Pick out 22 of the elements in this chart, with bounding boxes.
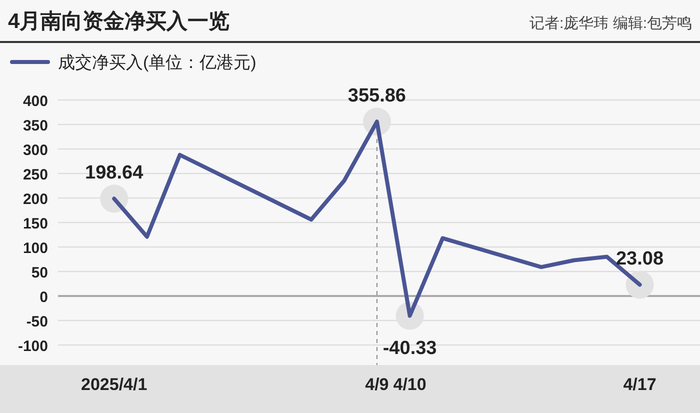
y-tick-label: 400 xyxy=(22,93,48,110)
y-tick-label: 50 xyxy=(31,264,48,282)
data-label: 23.08 xyxy=(616,248,664,270)
y-tick-label: 250 xyxy=(22,166,48,184)
data-label: -40.33 xyxy=(382,338,437,359)
data-label: 198.64 xyxy=(85,162,144,184)
y-tick-label: 100 xyxy=(22,240,48,257)
y-tick-label: 350 xyxy=(22,118,48,134)
y-tick-label: -50 xyxy=(26,314,48,330)
y-tick-label: 0 xyxy=(40,289,48,306)
x-tick-label: 4/17 xyxy=(623,375,656,394)
data-label: 355.86 xyxy=(348,86,406,107)
y-tick-label: -100 xyxy=(18,338,48,355)
y-tick-label: 300 xyxy=(22,142,48,159)
x-tick-label: 4/9 xyxy=(365,375,389,394)
legend-label: 成交净买入(单位：亿港元) xyxy=(58,53,256,72)
y-tick-label: 200 xyxy=(22,191,48,208)
legend: 成交净买入(单位：亿港元) xyxy=(10,53,256,72)
header: 4月南向资金净买入一览 记者:庞华玮 编辑:包芳鸣 xyxy=(8,10,692,33)
y-tick-label: 150 xyxy=(22,216,48,232)
x-tick-label: 4/10 xyxy=(393,375,426,394)
x-tick-label: 2025/4/1 xyxy=(81,375,148,394)
